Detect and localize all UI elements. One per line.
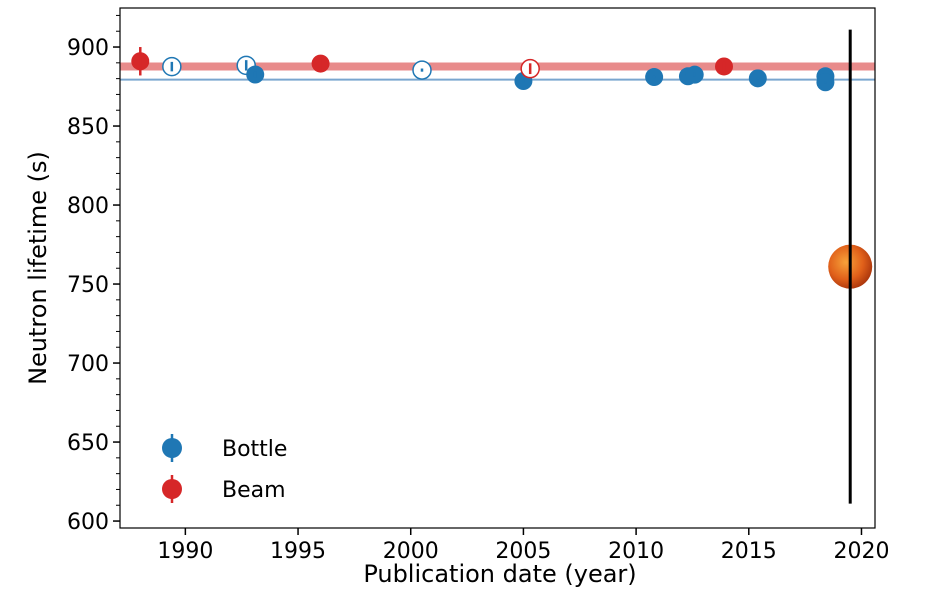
y-tick-label: 600 [67, 510, 109, 535]
x-tick-label: 2000 [383, 539, 439, 564]
y-tick-label: 700 [67, 352, 109, 377]
plot-frame [119, 7, 876, 529]
y-tick-label: 650 [67, 431, 109, 456]
x-tick-label: 1995 [270, 539, 326, 564]
y-tick-label: 850 [67, 115, 109, 140]
x-tick-label: 1990 [157, 539, 213, 564]
legend-marker [162, 438, 182, 458]
x-tick-label: 2015 [721, 539, 777, 564]
x-tick-label: 2010 [608, 539, 664, 564]
x-tick-label: 2005 [495, 539, 551, 564]
y-tick-label: 900 [67, 36, 109, 61]
y-tick-label: 750 [67, 273, 109, 298]
legend-label: Bottle [222, 437, 287, 462]
y-tick-label: 800 [67, 194, 109, 219]
x-axis-label: Publication date (year) [363, 560, 636, 588]
y-axis-label: Neutron lifetime (s) [24, 151, 52, 385]
legend-label: Beam [222, 478, 286, 503]
x-tick-label: 2020 [833, 539, 889, 564]
legend-marker [162, 479, 182, 499]
